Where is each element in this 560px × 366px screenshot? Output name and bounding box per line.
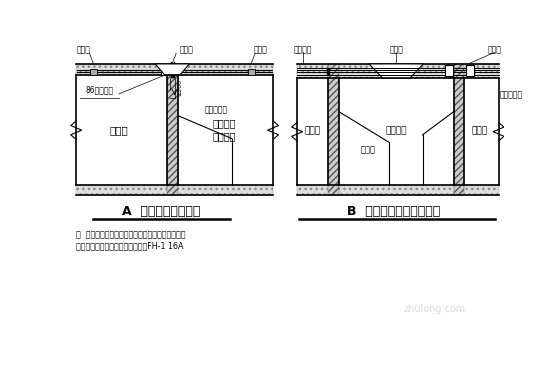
Text: 密闭胋: 密闭胋 xyxy=(179,46,193,55)
Bar xyxy=(326,68,330,75)
Bar xyxy=(328,64,339,195)
Bar xyxy=(167,64,178,195)
Text: 暗敷管线: 暗敷管线 xyxy=(294,46,312,55)
Text: 防毒通道: 防毒通道 xyxy=(212,119,236,128)
Bar xyxy=(171,75,175,78)
Bar xyxy=(466,66,474,76)
Text: zhulong.com: zhulong.com xyxy=(403,304,465,314)
Text: ≥200: ≥200 xyxy=(178,79,183,96)
Bar xyxy=(248,69,255,75)
Text: 清洁区: 清洁区 xyxy=(305,127,321,136)
Text: A  口部照明暗管敷设: A 口部照明暗管敷设 xyxy=(122,205,200,218)
Text: 染毒区: 染毒区 xyxy=(472,127,488,136)
Text: 注  ：清洁区内照明与染毒区照明共回路时，在最里: 注 ：清洁区内照明与染毒区照明共回路时，在最里 xyxy=(76,230,186,239)
Text: 密闭胋: 密闭胋 xyxy=(389,46,403,55)
Text: 一道密闭门预埋盒内加装燔断器；FH-1 16A: 一道密闭门预埋盒内加装燔断器；FH-1 16A xyxy=(76,241,184,250)
Text: 86型接线盒: 86型接线盒 xyxy=(85,85,114,94)
Bar xyxy=(76,185,273,195)
Bar xyxy=(76,64,273,75)
Text: 防护密闭门: 防护密闭门 xyxy=(500,90,523,99)
Text: 清洁区: 清洁区 xyxy=(109,125,128,135)
Text: 防护密闭门: 防护密闭门 xyxy=(205,105,228,114)
Text: 接线筹: 接线筹 xyxy=(488,46,502,55)
Text: 密闭门: 密闭门 xyxy=(361,146,376,155)
Bar xyxy=(297,185,498,195)
Polygon shape xyxy=(155,64,189,75)
Bar xyxy=(161,70,167,75)
Bar xyxy=(454,64,464,195)
Text: 或染毒区: 或染毒区 xyxy=(212,131,236,141)
Text: B  口部电缆暗管侧墙进线: B 口部电缆暗管侧墙进线 xyxy=(347,205,441,218)
Bar xyxy=(297,64,498,78)
Text: 防毒通道: 防毒通道 xyxy=(385,127,407,136)
Polygon shape xyxy=(369,64,423,78)
Text: 灯头盒: 灯头盒 xyxy=(254,46,268,55)
Text: 灯头盒: 灯头盒 xyxy=(77,46,91,55)
Bar xyxy=(90,69,97,75)
Bar xyxy=(445,66,453,76)
